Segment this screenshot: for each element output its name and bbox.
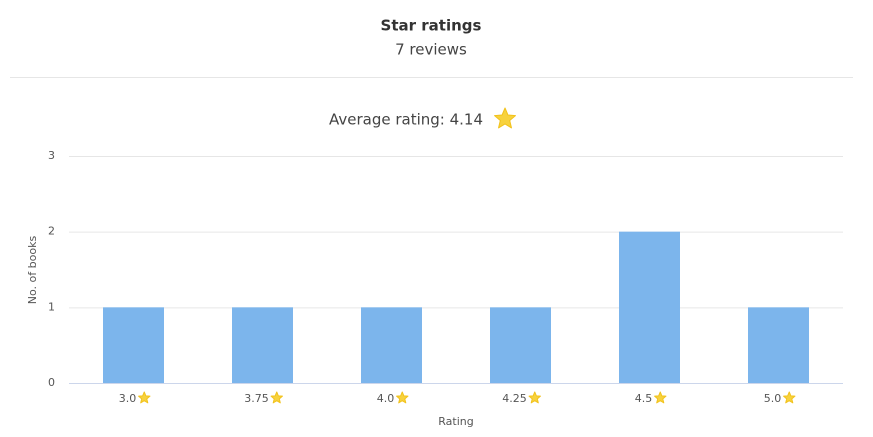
x-axis-label: Rating	[438, 415, 473, 428]
bar	[232, 307, 293, 383]
x-tick-label: 4.0	[377, 392, 395, 405]
bar	[103, 307, 164, 383]
x-tick-label: 4.25	[502, 392, 527, 405]
y-tick-label: 1	[48, 300, 55, 313]
y-tick-label: 3	[48, 149, 55, 162]
chart-subtitle: 7 reviews	[395, 41, 467, 59]
star-icon	[396, 391, 409, 404]
average-rating: Average rating: 4.14	[329, 111, 483, 129]
bar	[748, 307, 809, 383]
x-tick-label: 4.5	[635, 392, 653, 405]
bar	[361, 307, 422, 383]
star-icon	[654, 391, 667, 404]
y-axis-label: No. of books	[26, 236, 39, 305]
bar	[619, 231, 680, 383]
x-tick-label: 5.0	[764, 392, 782, 405]
star-icon	[138, 391, 151, 404]
star-icon	[783, 391, 796, 404]
bar	[490, 307, 551, 383]
x-tick-label: 3.75	[244, 392, 269, 405]
star-icon	[270, 391, 283, 404]
star-icon	[494, 107, 516, 129]
y-tick-label: 0	[48, 376, 55, 389]
star-icon	[528, 391, 541, 404]
y-tick-label: 2	[48, 225, 55, 238]
chart-title: Star ratings	[381, 17, 482, 35]
x-tick-label: 3.0	[119, 392, 137, 405]
